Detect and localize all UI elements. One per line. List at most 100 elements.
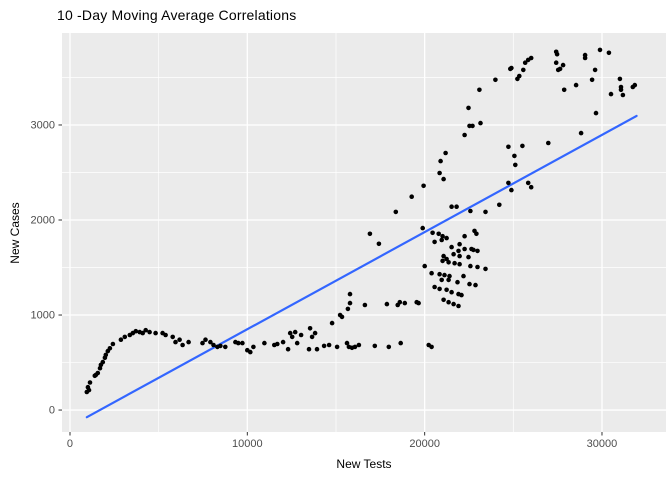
data-point <box>208 339 213 345</box>
data-point <box>420 225 426 231</box>
data-point <box>546 140 551 146</box>
data-point <box>447 273 452 279</box>
data-point <box>477 87 482 93</box>
data-point <box>285 346 291 352</box>
data-point <box>339 314 345 320</box>
data-point <box>287 330 293 336</box>
data-point <box>478 120 483 126</box>
data-point <box>429 270 434 276</box>
data-point <box>397 299 403 305</box>
data-point <box>306 346 312 352</box>
data-point <box>432 284 437 290</box>
data-point <box>528 184 534 190</box>
data-point <box>122 334 128 340</box>
data-point <box>223 344 228 350</box>
data-point <box>473 282 478 288</box>
data-point <box>177 337 182 343</box>
data-point <box>459 292 464 298</box>
x-tick-label: 20000 <box>409 438 440 450</box>
data-point <box>451 301 456 307</box>
data-point <box>356 342 362 348</box>
data-point <box>262 340 267 346</box>
data-point <box>352 344 358 350</box>
data-point <box>454 204 459 209</box>
data-point <box>597 47 603 53</box>
data-point <box>289 334 295 340</box>
data-point <box>432 239 437 245</box>
data-point <box>143 327 148 333</box>
data-point <box>437 286 442 292</box>
data-point <box>140 330 145 336</box>
data-point <box>100 359 106 365</box>
data-point <box>280 339 286 345</box>
data-point <box>466 254 471 260</box>
data-point <box>294 340 300 346</box>
data-point <box>180 342 185 348</box>
data-point <box>367 231 373 237</box>
data-point <box>470 123 475 129</box>
x-axis-title: New Tests <box>336 457 392 471</box>
data-point <box>456 303 461 309</box>
data-point <box>326 342 332 348</box>
data-point <box>452 260 457 266</box>
data-point <box>512 153 517 159</box>
data-point <box>617 76 623 82</box>
y-tick-label: 1000 <box>31 310 55 322</box>
data-point <box>553 60 559 65</box>
data-point <box>497 202 502 208</box>
data-point <box>441 176 446 182</box>
data-point <box>521 67 526 73</box>
data-point <box>416 300 421 306</box>
data-point <box>147 329 152 335</box>
y-tick-label: 2000 <box>31 215 55 227</box>
data-point <box>573 82 579 88</box>
data-point <box>506 144 511 150</box>
data-point <box>314 346 320 352</box>
data-point <box>554 51 560 57</box>
data-point <box>466 105 471 111</box>
data-point <box>528 55 534 61</box>
data-point <box>437 271 442 277</box>
data-point <box>483 266 488 272</box>
data-point <box>506 180 511 186</box>
data-point <box>608 91 614 97</box>
x-tick-label: 10000 <box>232 438 263 450</box>
data-point <box>95 370 101 376</box>
data-point <box>347 300 353 306</box>
data-point <box>442 272 447 278</box>
data-point <box>517 73 522 79</box>
data-point <box>334 344 340 350</box>
data-point <box>372 343 378 349</box>
data-point <box>118 337 124 343</box>
data-point <box>461 273 466 279</box>
data-point <box>298 332 304 338</box>
data-point <box>421 183 426 189</box>
data-point <box>103 352 109 358</box>
data-point <box>561 87 567 93</box>
data-point <box>87 380 93 385</box>
data-point <box>430 230 435 236</box>
data-point <box>422 263 428 269</box>
data-point <box>462 233 467 239</box>
data-point <box>384 301 390 307</box>
x-tick-label: 0 <box>67 438 73 450</box>
data-point <box>444 256 449 262</box>
data-point <box>449 289 454 295</box>
data-point <box>457 253 462 259</box>
data-point <box>107 346 113 351</box>
data-point <box>446 260 451 265</box>
data-point <box>393 209 399 215</box>
data-point <box>444 235 449 241</box>
data-point <box>409 194 415 199</box>
data-point <box>520 143 525 149</box>
data-point <box>86 387 92 393</box>
data-point <box>618 87 624 93</box>
data-point <box>471 247 476 253</box>
data-point <box>589 77 595 83</box>
data-point <box>386 344 392 350</box>
data-point <box>170 334 175 340</box>
data-point <box>525 180 531 186</box>
data-point <box>248 349 253 355</box>
data-point <box>606 50 612 56</box>
